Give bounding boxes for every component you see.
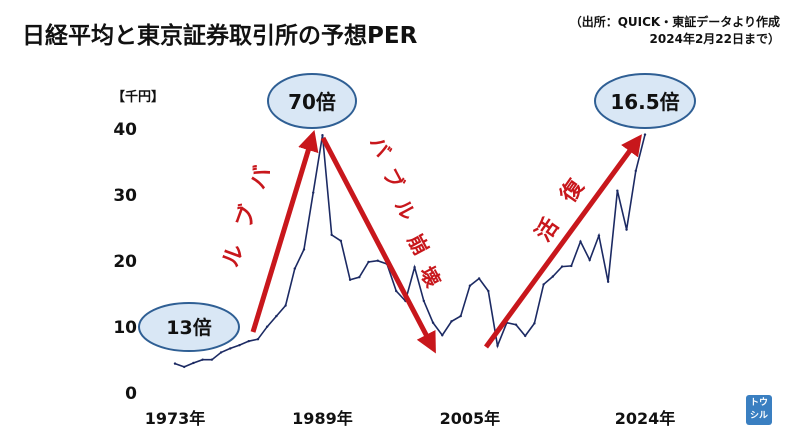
data-point bbox=[523, 334, 527, 338]
data-point bbox=[422, 299, 426, 303]
y-tick-label: 20 bbox=[113, 252, 137, 272]
data-point bbox=[183, 365, 186, 369]
data-point bbox=[468, 284, 472, 287]
data-point bbox=[376, 259, 379, 262]
data-point bbox=[192, 361, 195, 365]
annotation-glyph: ル bbox=[218, 241, 249, 270]
y-axis-ticks: 0 10 20 30 40 bbox=[113, 120, 137, 404]
data-point bbox=[487, 289, 490, 293]
source-note-line2: 2024年2月22日まで） bbox=[649, 32, 780, 46]
annotation-glyph: バ bbox=[365, 132, 396, 161]
annotation-glyph: 崩 bbox=[403, 230, 434, 259]
data-point bbox=[570, 264, 573, 268]
data-point bbox=[210, 358, 214, 361]
data-point bbox=[229, 347, 232, 350]
data-point bbox=[643, 133, 647, 136]
chart-title: 日経平均と東京証券取引所の予想PER bbox=[22, 23, 418, 49]
data-point bbox=[358, 275, 361, 279]
annotation-glyph: ブ bbox=[230, 202, 262, 232]
annotation-glyph: 復 bbox=[555, 174, 590, 209]
source-note-line1: （出所：QUICK・東証データより作成 bbox=[569, 15, 780, 29]
per-1989-bubble bbox=[267, 73, 357, 129]
data-point bbox=[293, 267, 297, 270]
per-2024-label: 16.5倍 bbox=[610, 90, 679, 114]
data-point bbox=[413, 266, 416, 269]
source-note: （出所：QUICK・東証データより作成 2024年2月22日まで） bbox=[570, 14, 780, 48]
data-point bbox=[588, 258, 591, 262]
per-2024-bubble bbox=[594, 73, 696, 129]
per-1973-label: 13倍 bbox=[166, 316, 211, 339]
data-point bbox=[247, 339, 250, 343]
x-axis-ticks: 1973年 1989年 2005年 2024年 bbox=[145, 409, 676, 428]
data-point bbox=[302, 248, 306, 251]
data-point bbox=[219, 351, 223, 354]
data-point bbox=[284, 304, 287, 307]
data-point bbox=[367, 260, 370, 264]
annotation-glyph: バ bbox=[245, 163, 276, 192]
data-point bbox=[265, 325, 269, 328]
data-point bbox=[394, 289, 398, 293]
y-tick-label: 30 bbox=[113, 186, 137, 206]
data-point bbox=[339, 239, 343, 243]
y-tick-label: 10 bbox=[113, 318, 137, 338]
data-point bbox=[256, 338, 260, 341]
data-point bbox=[514, 323, 518, 326]
data-point bbox=[634, 169, 637, 173]
per-1989-label: 70倍 bbox=[288, 90, 336, 114]
data-point bbox=[579, 240, 582, 243]
data-point bbox=[173, 362, 177, 365]
data-point bbox=[441, 334, 444, 337]
data-point bbox=[330, 233, 333, 237]
per-1973-bubble bbox=[138, 302, 240, 352]
x-tick-label: 1989年 bbox=[292, 409, 353, 428]
revival-annotation: 復活 bbox=[531, 174, 590, 247]
data-point bbox=[238, 343, 241, 347]
data-point bbox=[597, 234, 601, 237]
data-point bbox=[533, 322, 536, 325]
data-point bbox=[496, 344, 499, 347]
toushiru-logo: トウシル bbox=[746, 395, 772, 425]
x-tick-label: 2024年 bbox=[615, 409, 676, 428]
data-point bbox=[450, 320, 453, 323]
x-tick-label: 1973年 bbox=[145, 409, 206, 428]
bubble-rise-arrow bbox=[250, 129, 319, 333]
annotation-glyph: 活 bbox=[531, 214, 564, 246]
data-point bbox=[275, 314, 278, 318]
data-point bbox=[560, 265, 564, 268]
data-point bbox=[348, 278, 352, 281]
data-point bbox=[625, 228, 628, 231]
data-point bbox=[477, 277, 481, 280]
y-tick-label: 40 bbox=[113, 120, 137, 140]
revival-arrow bbox=[483, 134, 642, 349]
data-point bbox=[431, 321, 435, 324]
y-axis-unit-label: 【千円】 bbox=[112, 90, 165, 105]
logo-text: トウシル bbox=[749, 398, 768, 421]
y-tick-label: 0 bbox=[125, 384, 137, 404]
data-point bbox=[321, 134, 324, 137]
data-point bbox=[551, 275, 555, 278]
bubble-collapse-arrow bbox=[320, 136, 436, 354]
data-point bbox=[606, 280, 610, 283]
data-point bbox=[459, 314, 462, 318]
data-point bbox=[616, 189, 619, 192]
series-line bbox=[174, 134, 646, 368]
annotation-glyph: ル bbox=[390, 195, 421, 224]
data-point bbox=[201, 358, 204, 361]
bubble-annotation: バブル bbox=[218, 163, 276, 270]
annotation-glyph: ブ bbox=[378, 164, 409, 193]
data-points bbox=[173, 133, 647, 369]
x-tick-label: 2005年 bbox=[440, 409, 501, 428]
data-point bbox=[312, 191, 315, 194]
data-point bbox=[542, 283, 545, 286]
